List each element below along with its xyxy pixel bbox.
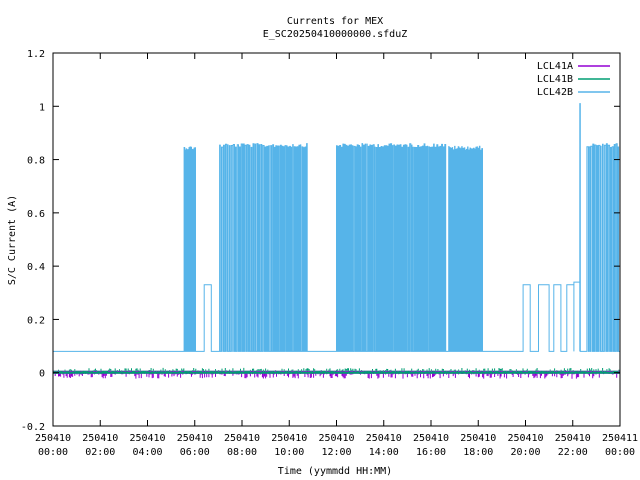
y-tick-label: 0.4 (27, 262, 45, 273)
x-tick-label-date: 250410 (413, 433, 449, 444)
x-tick-label-date: 250410 (555, 433, 591, 444)
x-tick-label-date: 250410 (224, 433, 260, 444)
x-tick-label-time: 20:00 (510, 447, 540, 458)
x-tick-label-time: 16:00 (416, 447, 446, 458)
x-tick-label-date: 250410 (129, 433, 165, 444)
legend-label: LCL41A (537, 61, 573, 72)
y-tick-label: 0.2 (27, 315, 45, 326)
x-tick-label-date: 250410 (366, 433, 402, 444)
x-tick-label-date: 250410 (82, 433, 118, 444)
x-tick-label-time: 22:00 (558, 447, 588, 458)
x-tick-label-time: 14:00 (369, 447, 399, 458)
legend-label: LCL41B (537, 74, 573, 85)
y-tick-label: 1 (39, 102, 45, 113)
plot-area (52, 103, 621, 379)
x-tick-label-time: 02:00 (85, 447, 115, 458)
x-tick-label-time: 10:00 (274, 447, 304, 458)
x-tick-label-date: 250410 (507, 433, 543, 444)
x-axis: 250410 00:00 250410 02:00 250410 04:00 250410 0… (35, 53, 638, 458)
y-tick-label: 0.8 (27, 156, 45, 167)
x-tick-label-date: 250410 (177, 433, 213, 444)
series-line-lcl42b (53, 103, 620, 352)
y-tick-label: -0.2 (21, 422, 45, 433)
y-tick-label: 1.2 (27, 49, 45, 60)
y-axis: -0.2 0 0.2 0.4 0.6 0.8 1 1.2 (21, 49, 620, 433)
chart-subtitle: E_SC20250410000000.sfduZ (263, 29, 408, 40)
y-axis-label: S/C Current (A) (7, 195, 18, 285)
x-tick-label-time: 12:00 (321, 447, 351, 458)
x-tick-label-time: 18:00 (463, 447, 493, 458)
x-tick-label-date: 250410 (271, 433, 307, 444)
x-tick-label-date: 250411 (602, 433, 638, 444)
chart-title: Currents for MEX (287, 16, 383, 27)
y-tick-label: 0.6 (27, 209, 45, 220)
x-tick-label-time: 08:00 (227, 447, 257, 458)
y-tick-label: 0 (39, 369, 45, 380)
x-tick-label-time: 04:00 (132, 447, 162, 458)
x-axis-label: Time (yymmdd HH:MM) (278, 466, 392, 477)
legend: LCL41A LCL41B LCL42B (537, 61, 610, 98)
x-tick-label-date: 250410 (318, 433, 354, 444)
x-tick-label-date: 250410 (460, 433, 496, 444)
x-tick-label-time: 06:00 (180, 447, 210, 458)
x-tick-label-time: 00:00 (38, 447, 68, 458)
x-tick-label-date: 250410 (35, 433, 71, 444)
legend-label: LCL42B (537, 87, 573, 98)
x-tick-label-time: 00:00 (605, 447, 635, 458)
